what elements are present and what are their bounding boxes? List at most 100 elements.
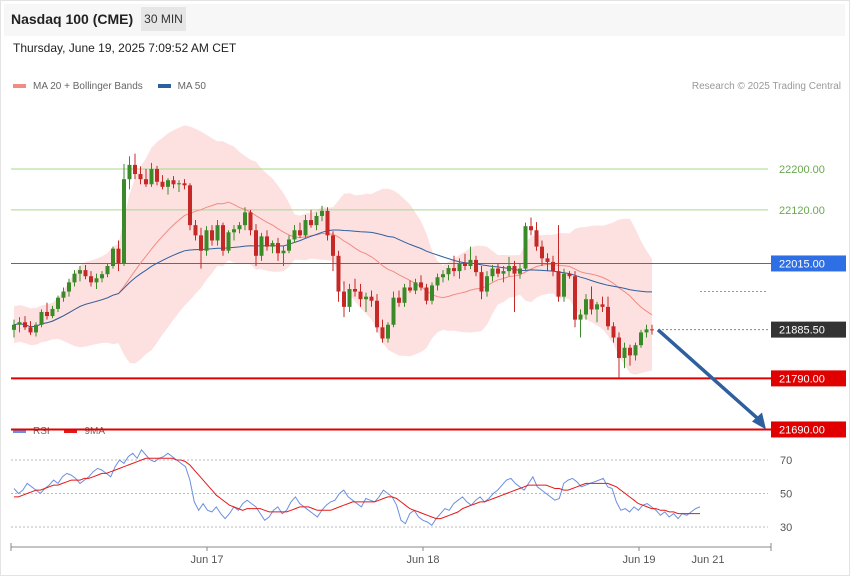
candle	[127, 156, 132, 190]
candle	[276, 237, 280, 261]
candle-body	[562, 273, 566, 297]
candle	[149, 162, 154, 187]
candle-body	[606, 306, 610, 327]
candle	[369, 290, 374, 307]
candle	[391, 291, 396, 328]
candle	[551, 255, 555, 277]
candle-body	[237, 225, 242, 230]
candle	[89, 271, 93, 287]
legend-item-9ma: 9MA	[64, 426, 105, 437]
candle-body	[457, 262, 462, 272]
candle	[452, 255, 456, 277]
candle	[507, 256, 511, 277]
candle-body	[232, 229, 236, 233]
rsi-swatch	[13, 429, 26, 433]
candle	[237, 222, 242, 234]
candle	[259, 232, 264, 261]
candle-body	[589, 299, 594, 310]
candle-body	[435, 277, 440, 286]
candle	[265, 230, 269, 251]
candle-body	[342, 291, 346, 307]
candle-body	[501, 271, 506, 274]
candle-body	[188, 185, 192, 226]
candle	[17, 317, 22, 333]
candle	[105, 263, 110, 278]
candle-body	[177, 183, 181, 185]
candle-body	[248, 212, 253, 231]
candle	[155, 165, 159, 186]
candle	[138, 166, 143, 185]
legend-label-9ma: 9MA	[84, 425, 106, 437]
candle-body	[419, 282, 423, 288]
candle	[325, 207, 330, 241]
candle-body	[138, 174, 143, 180]
candle-body	[441, 274, 445, 278]
candle-body	[133, 164, 137, 175]
candle-body	[479, 272, 484, 292]
candle	[375, 294, 379, 333]
candle	[534, 222, 539, 251]
time-tick-label: Jun 19	[622, 554, 655, 566]
candle-body	[17, 322, 22, 325]
candle-body	[573, 276, 577, 320]
candle-body	[375, 300, 379, 328]
level-label: 22200.00	[779, 164, 825, 176]
timeframe-button[interactable]: 30 MIN	[141, 7, 186, 31]
candle-body	[199, 235, 203, 251]
candle-body	[496, 268, 500, 274]
candle-body	[512, 266, 517, 274]
candle	[270, 240, 275, 254]
candle	[298, 222, 302, 238]
candle	[353, 278, 357, 297]
rsi-legend: RSI 9MA	[13, 425, 117, 437]
candle	[177, 180, 181, 192]
candle	[347, 283, 352, 312]
candle-body	[94, 278, 99, 283]
candle	[287, 235, 291, 254]
candle	[397, 290, 401, 307]
candle-body	[380, 327, 385, 339]
candle	[446, 264, 451, 281]
candle-body	[61, 291, 66, 298]
candle	[193, 220, 198, 241]
candle	[650, 324, 654, 335]
legend-item-ma20: MA 20 + Bollinger Bands	[13, 81, 143, 92]
candle-body	[622, 347, 627, 358]
candle	[210, 225, 214, 246]
level-label: 21885.50	[779, 325, 825, 337]
candle-body	[485, 276, 489, 292]
candle-body	[408, 287, 412, 291]
candle	[496, 263, 500, 278]
candle	[232, 225, 236, 241]
candle	[204, 226, 209, 256]
candle	[485, 271, 489, 297]
candle-body	[474, 259, 478, 273]
rsi-tick-label: 70	[780, 455, 792, 467]
level-tag	[771, 421, 846, 438]
candle-body	[518, 268, 522, 274]
candle-body	[105, 266, 110, 275]
candle	[463, 253, 467, 271]
candle	[457, 258, 462, 279]
candle	[28, 321, 33, 335]
candle-body	[430, 285, 434, 301]
candle-body	[171, 180, 176, 185]
candle-body	[265, 236, 269, 247]
legend-label-ma50: MA 50	[177, 80, 206, 92]
candle	[364, 292, 368, 312]
candle	[523, 222, 528, 272]
candle	[413, 278, 418, 295]
candle-body	[78, 270, 82, 274]
level-last-21885.50: 21885.50	[658, 321, 846, 338]
candle	[435, 273, 440, 291]
candle-body	[292, 230, 297, 240]
candle-body	[540, 246, 544, 259]
level-label: 22015.00	[779, 258, 825, 270]
ma50-line	[13, 229, 652, 328]
candle	[479, 266, 484, 300]
candle	[644, 324, 649, 338]
candle	[430, 282, 434, 305]
candle	[342, 281, 346, 318]
candle	[408, 280, 412, 293]
